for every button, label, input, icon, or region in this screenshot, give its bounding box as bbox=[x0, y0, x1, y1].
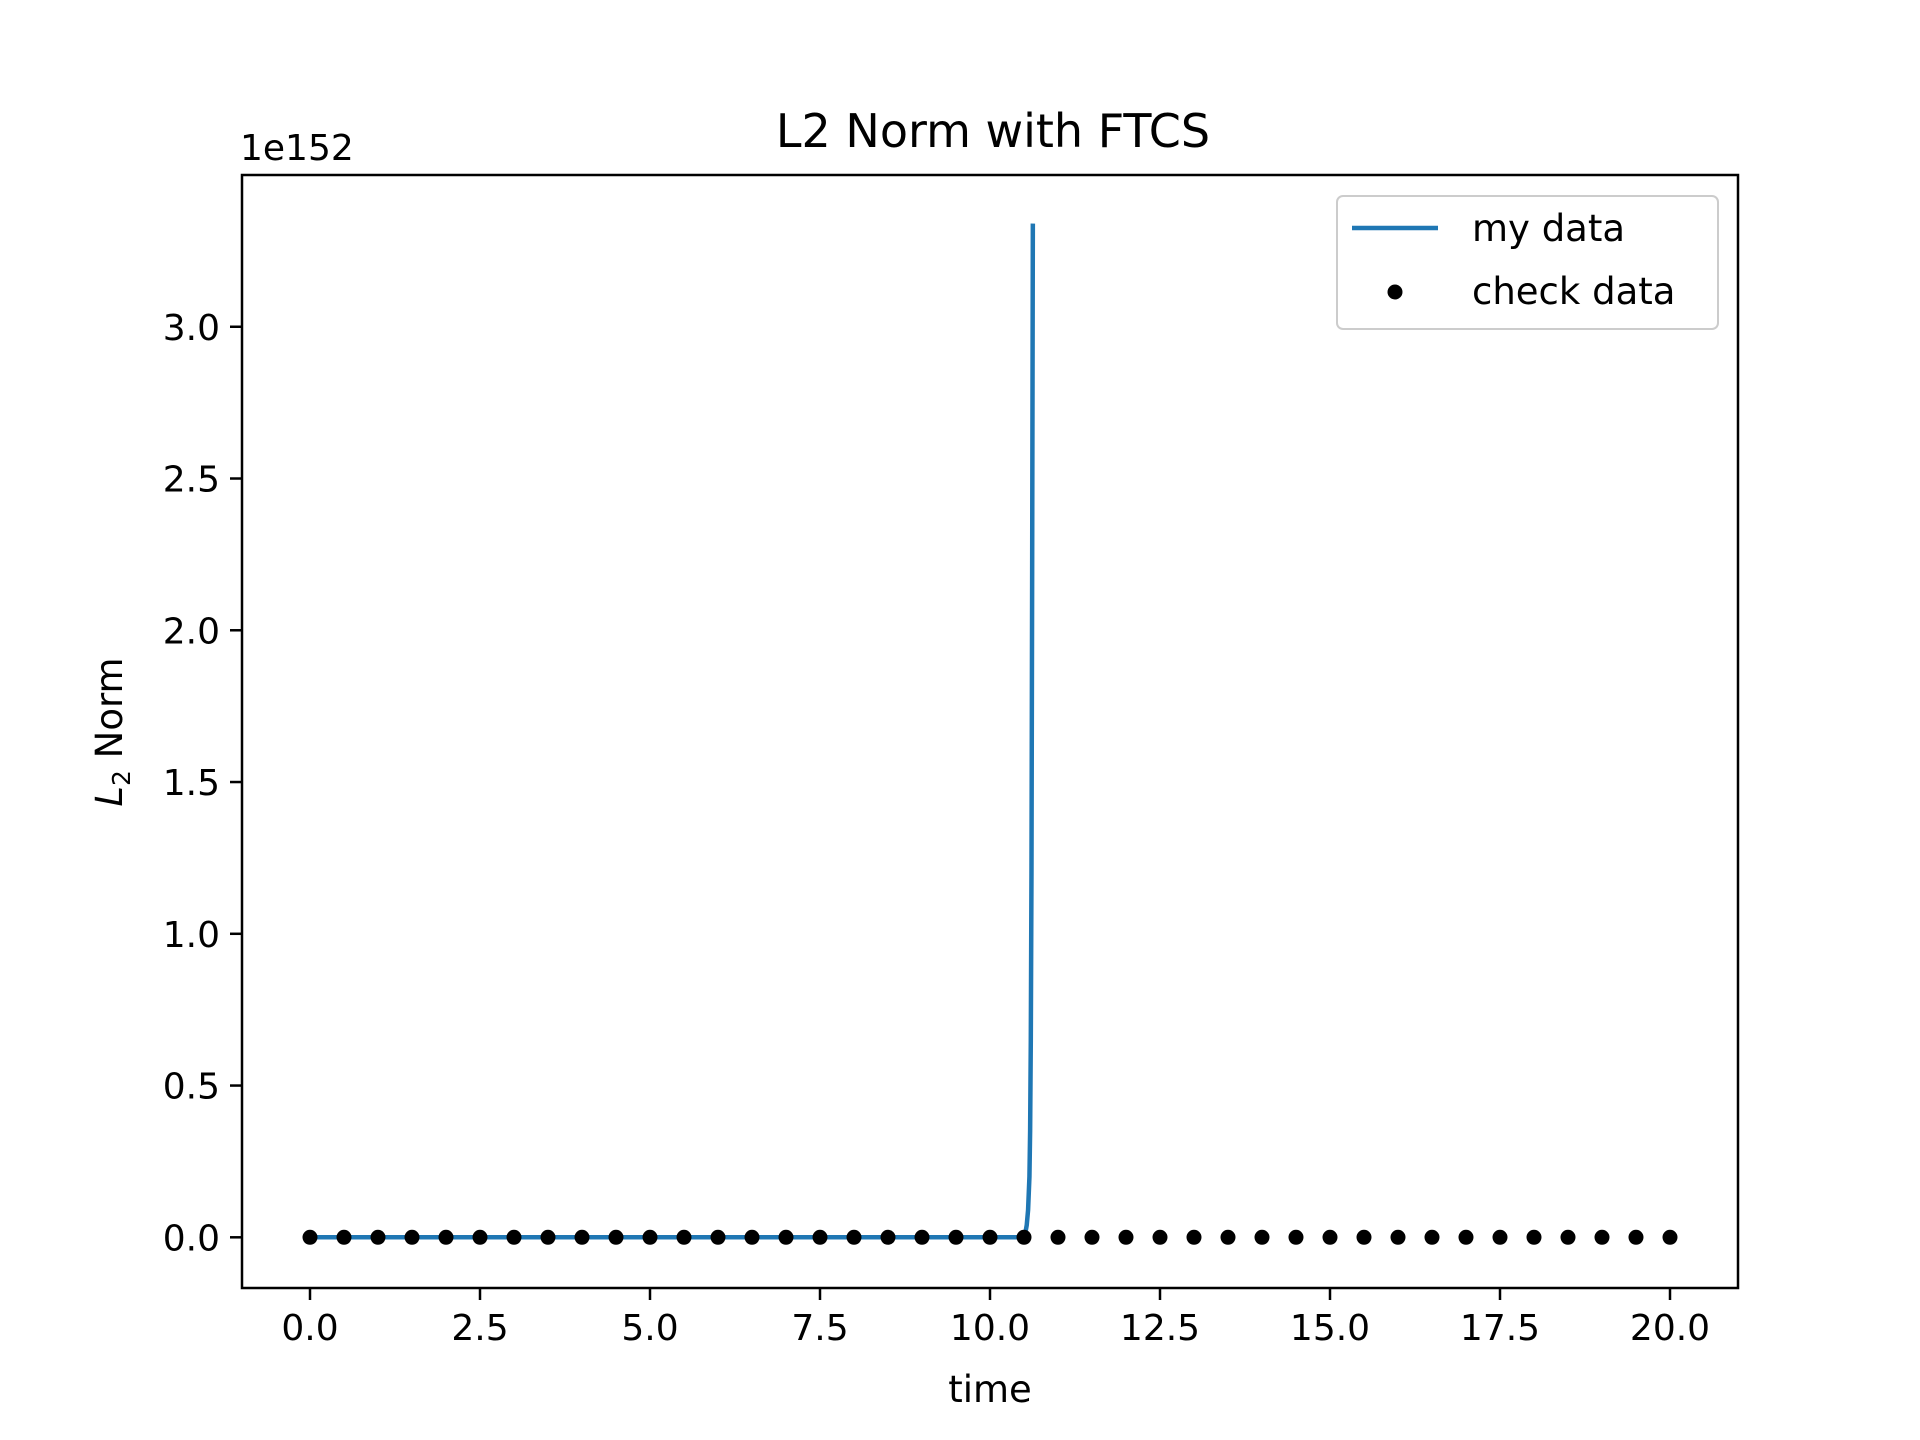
check-data-point bbox=[642, 1229, 658, 1245]
check-data-point bbox=[370, 1229, 386, 1245]
check-data-point bbox=[472, 1229, 488, 1245]
check-data-point bbox=[540, 1229, 556, 1245]
legend-label-check-data: check data bbox=[1472, 270, 1675, 313]
legend: my data check data bbox=[1336, 195, 1719, 330]
check-data-point bbox=[1594, 1229, 1610, 1245]
check-data-point bbox=[846, 1229, 862, 1245]
check-data-point bbox=[1356, 1229, 1372, 1245]
check-data-point bbox=[1628, 1229, 1644, 1245]
x-tick-label: 10.0 bbox=[950, 1308, 1030, 1349]
y-offset-label: 1e152 bbox=[240, 128, 354, 169]
y-axis-label-base: L bbox=[88, 786, 131, 807]
check-data-point bbox=[1662, 1229, 1678, 1245]
plot-area bbox=[240, 173, 1740, 1290]
check-data-point bbox=[880, 1229, 896, 1245]
check-data-point bbox=[1492, 1229, 1508, 1245]
check-data-point bbox=[1084, 1229, 1100, 1245]
y-tick-label: 2.5 bbox=[163, 460, 220, 501]
check-data-point bbox=[1322, 1229, 1338, 1245]
check-data-point bbox=[1424, 1229, 1440, 1245]
check-data-point bbox=[404, 1229, 420, 1245]
series-layer bbox=[302, 223, 1678, 1245]
check-data-point bbox=[1186, 1229, 1202, 1245]
check-data-point bbox=[948, 1229, 964, 1245]
check-data-point bbox=[914, 1229, 930, 1245]
check-data-point bbox=[302, 1229, 318, 1245]
check-data-point bbox=[1118, 1229, 1134, 1245]
y-axis-label-suffix: Norm bbox=[88, 657, 131, 770]
x-tick-label: 7.5 bbox=[791, 1308, 848, 1349]
check-data-point bbox=[1220, 1229, 1236, 1245]
check-data-point bbox=[506, 1229, 522, 1245]
check-data-point bbox=[812, 1229, 828, 1245]
check-data-point bbox=[1560, 1229, 1576, 1245]
chart-title: L2 Norm with FTCS bbox=[776, 104, 1210, 158]
x-tick-label: 17.5 bbox=[1460, 1308, 1540, 1349]
check-data-point bbox=[574, 1229, 590, 1245]
x-tick-label: 12.5 bbox=[1120, 1308, 1200, 1349]
check-data-point bbox=[1526, 1229, 1542, 1245]
check-data-point bbox=[982, 1229, 998, 1245]
check-data-point bbox=[1390, 1229, 1406, 1245]
x-tick-label: 2.5 bbox=[451, 1308, 508, 1349]
legend-marker-sample bbox=[1387, 284, 1403, 300]
x-tick-label: 20.0 bbox=[1630, 1308, 1710, 1349]
y-tick-label: 3.0 bbox=[163, 308, 220, 349]
y-axis-label-subscript: 2 bbox=[107, 770, 136, 786]
y-tick-label: 1.0 bbox=[163, 915, 220, 956]
check-data-point bbox=[1050, 1229, 1066, 1245]
y-tick-label: 0.5 bbox=[163, 1067, 220, 1108]
x-axis: 0.0 2.5 5.0 7.5 10.0 12.5 15.0 17.5 20.0 bbox=[281, 1288, 1710, 1349]
check-data-point bbox=[676, 1229, 692, 1245]
x-tick-label: 0.0 bbox=[281, 1308, 338, 1349]
y-axis-label: L2 Norm bbox=[88, 657, 136, 806]
legend-label-my-data: my data bbox=[1472, 207, 1625, 250]
x-axis-label: time bbox=[948, 1368, 1032, 1411]
check-data-point bbox=[1254, 1229, 1270, 1245]
check-data-point bbox=[438, 1229, 454, 1245]
x-tick-label: 5.0 bbox=[621, 1308, 678, 1349]
check-data-point bbox=[710, 1229, 726, 1245]
check-data-point bbox=[778, 1229, 794, 1245]
check-data-point bbox=[336, 1229, 352, 1245]
check-data-point bbox=[1152, 1229, 1168, 1245]
plot-background bbox=[242, 175, 1738, 1288]
check-data-point bbox=[1016, 1229, 1032, 1245]
check-data-point bbox=[1458, 1229, 1474, 1245]
x-tick-label: 15.0 bbox=[1290, 1308, 1370, 1349]
check-data-point bbox=[1288, 1229, 1304, 1245]
y-tick-label: 1.5 bbox=[163, 763, 220, 804]
check-data-point bbox=[744, 1229, 760, 1245]
y-tick-label: 2.0 bbox=[163, 611, 220, 652]
check-data-point bbox=[608, 1229, 624, 1245]
y-tick-label: 0.0 bbox=[163, 1218, 220, 1259]
y-axis: 0.0 0.5 1.0 1.5 2.0 2.5 3.0 bbox=[163, 308, 242, 1259]
